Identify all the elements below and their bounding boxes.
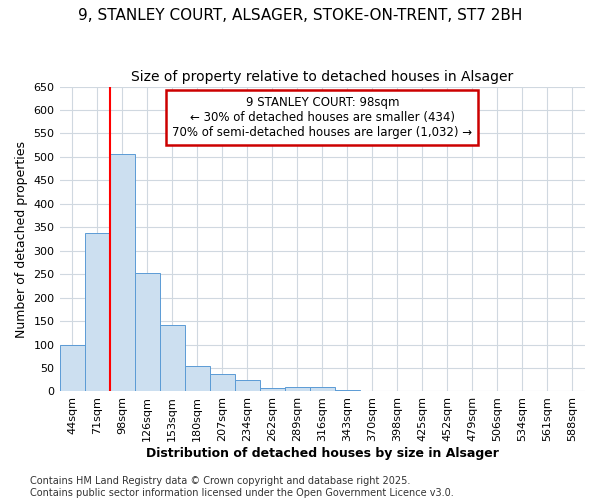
Title: Size of property relative to detached houses in Alsager: Size of property relative to detached ho… [131, 70, 514, 84]
Text: 9, STANLEY COURT, ALSAGER, STOKE-ON-TRENT, ST7 2BH: 9, STANLEY COURT, ALSAGER, STOKE-ON-TREN… [78, 8, 522, 22]
Bar [134, 273, 160, 392]
Bar [209, 374, 235, 392]
Bar [285, 387, 310, 392]
Bar [335, 390, 360, 392]
Bar [85, 234, 110, 392]
Text: 9 STANLEY COURT: 98sqm
← 30% of detached houses are smaller (434)
70% of semi-de: 9 STANLEY COURT: 98sqm ← 30% of detached… [172, 96, 472, 138]
Text: Contains HM Land Registry data © Crown copyright and database right 2025.
Contai: Contains HM Land Registry data © Crown c… [30, 476, 454, 498]
Bar [160, 325, 185, 392]
Bar [59, 344, 85, 392]
Bar [185, 366, 209, 392]
Bar [235, 380, 260, 392]
Bar [260, 388, 285, 392]
Bar [110, 154, 134, 392]
Bar [560, 390, 585, 392]
Y-axis label: Number of detached properties: Number of detached properties [15, 140, 28, 338]
Bar [310, 387, 335, 392]
X-axis label: Distribution of detached houses by size in Alsager: Distribution of detached houses by size … [146, 447, 499, 460]
